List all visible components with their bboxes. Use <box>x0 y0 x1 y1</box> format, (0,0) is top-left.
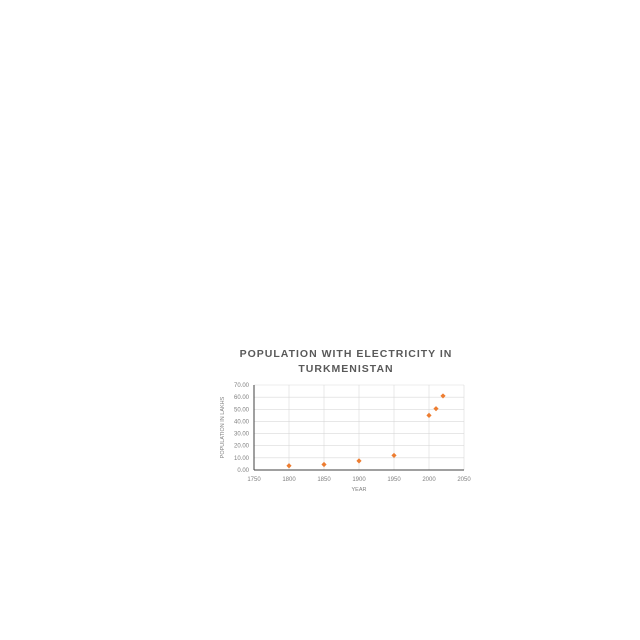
y-tick-label: 30.00 <box>234 432 250 438</box>
y-axis-title: POPULATION IN LAKHS <box>220 396 226 458</box>
x-tick-label: 2000 <box>422 477 436 483</box>
chart-title: POPULATION WITH ELECTRICITY IN TURKMENIS… <box>239 348 453 375</box>
x-tick-label: 1850 <box>317 477 331 483</box>
x-tick-label: 2050 <box>457 477 471 483</box>
data-point <box>356 458 362 464</box>
data-point <box>321 461 327 468</box>
data-point <box>426 412 432 418</box>
data-point <box>440 393 446 399</box>
y-tick-label: 70.00 <box>234 383 250 389</box>
y-tick-label: 50.00 <box>234 407 250 413</box>
axes <box>253 385 464 471</box>
y-tick-label: 10.00 <box>234 456 250 462</box>
y-tick-label: 40.00 <box>234 419 250 425</box>
data-point <box>391 452 397 459</box>
data-point <box>433 406 439 412</box>
x-axis-title: YEAR <box>352 487 367 493</box>
grid <box>254 384 465 470</box>
y-tick-label: 60.00 <box>234 395 250 401</box>
x-tick-label: 1750 <box>247 477 261 483</box>
tick-labels: 0.00 10.00 20.00 30.00 40.00 50.00 60.00 70.00 1… <box>234 383 471 483</box>
x-tick-label: 1900 <box>352 477 366 483</box>
x-tick-label: 1950 <box>387 477 401 483</box>
data-points <box>286 393 446 469</box>
data-point <box>286 463 292 469</box>
x-tick-label: 1800 <box>282 477 296 483</box>
y-tick-label: 0.00 <box>237 468 249 474</box>
y-tick-label: 20.00 <box>234 444 250 450</box>
